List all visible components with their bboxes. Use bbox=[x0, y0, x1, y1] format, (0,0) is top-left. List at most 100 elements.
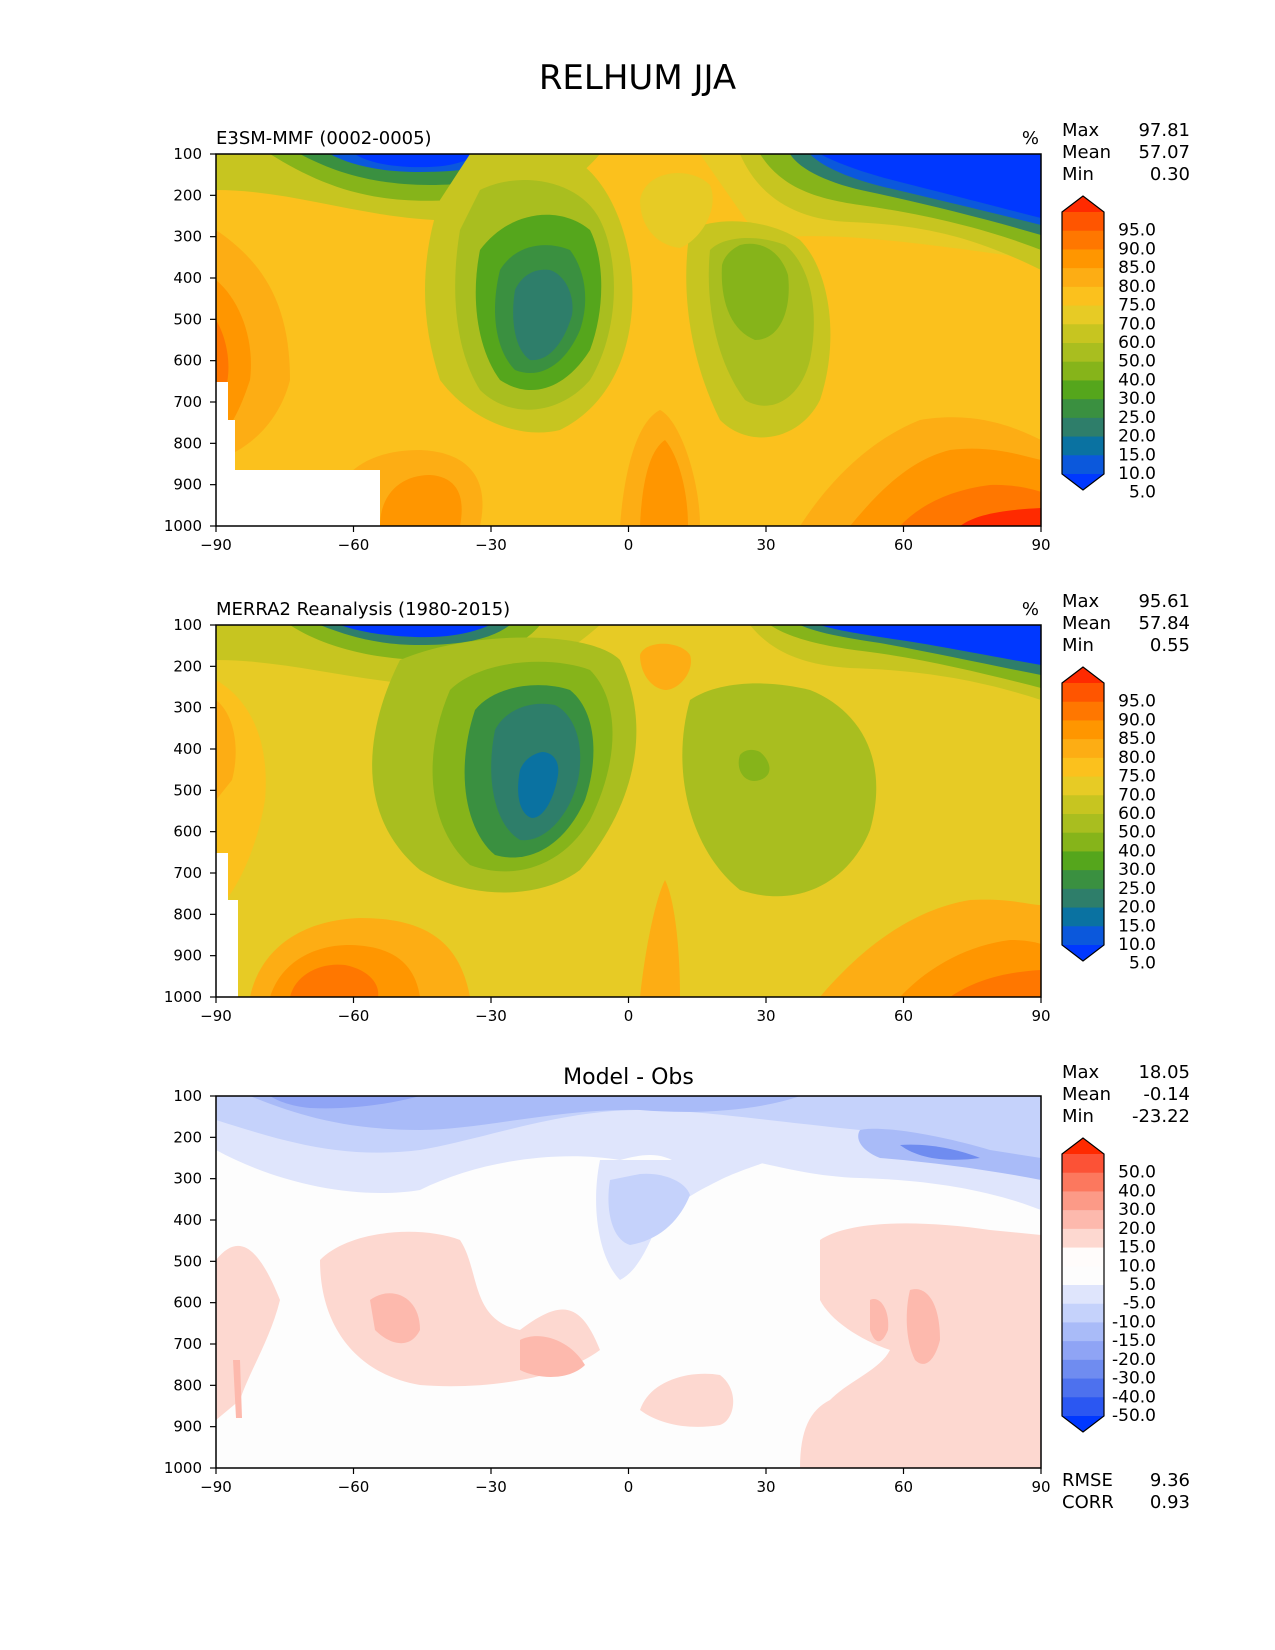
model-y-tick-label: 500 bbox=[173, 310, 202, 328]
diff-colorbar-label: 50.0 bbox=[1118, 1163, 1156, 1183]
diff-stat-value: 18.05 bbox=[1138, 1062, 1190, 1083]
model-units: % bbox=[1022, 128, 1039, 149]
obs-y-tick-label: 400 bbox=[173, 740, 202, 758]
model-y-tick-label: 800 bbox=[173, 434, 202, 452]
obs-x-tick-label: 0 bbox=[624, 1007, 634, 1025]
obs-y-tick-label: 600 bbox=[173, 823, 202, 841]
obs-colorbar-segment bbox=[1062, 757, 1104, 778]
model-colorbar-segment bbox=[1062, 230, 1104, 250]
diff-score-label: RMSE bbox=[1062, 1470, 1113, 1491]
diff-colorbar-segment bbox=[1062, 1172, 1104, 1192]
obs-x-tick-label: −30 bbox=[475, 1007, 507, 1025]
obs-colorbar-segment bbox=[1062, 870, 1104, 890]
obs-y-tick-label: 900 bbox=[173, 947, 202, 965]
obs-colorbar-label: 5.0 bbox=[1129, 954, 1156, 974]
diff-colorbar-segment bbox=[1062, 1154, 1104, 1174]
diff-colorbar-segment bbox=[1062, 1285, 1104, 1305]
diff-colorbar-segment bbox=[1062, 1191, 1104, 1211]
obs-x-tick-label: 60 bbox=[894, 1007, 913, 1025]
obs-colorbar-label: 75.0 bbox=[1118, 767, 1156, 787]
obs-title: MERRA2 Reanalysis (1980-2015) bbox=[216, 599, 510, 620]
obs-y-tick-label: 700 bbox=[173, 864, 202, 882]
obs-x-tick-label: 90 bbox=[1031, 1007, 1050, 1025]
diff-colorbar-segment bbox=[1062, 1266, 1104, 1286]
diff-colorbar-segment bbox=[1062, 1341, 1104, 1361]
diff-y-tick-label: 300 bbox=[173, 1170, 202, 1188]
obs-colorbar-segment bbox=[1062, 720, 1104, 740]
model-colorbar-label: 75.0 bbox=[1118, 296, 1156, 316]
obs-colorbar-max-triangle bbox=[1062, 667, 1104, 683]
diff-colorbar-label: 15.0 bbox=[1118, 1238, 1156, 1258]
obs-y-tick-label: 800 bbox=[173, 905, 202, 923]
model-colorbar-segment bbox=[1062, 343, 1104, 363]
model-colorbar-segment bbox=[1062, 436, 1104, 456]
obs-colorbar-label: 30.0 bbox=[1118, 860, 1156, 880]
obs-colorbar-label: 60.0 bbox=[1118, 804, 1156, 824]
model-stat-value: 97.81 bbox=[1138, 120, 1190, 141]
model-stat-value: 57.07 bbox=[1138, 142, 1190, 163]
obs-stat-value: 57.84 bbox=[1138, 613, 1190, 634]
diff-score-value: 0.93 bbox=[1150, 1492, 1190, 1513]
obs-y-tick-label: 300 bbox=[173, 699, 202, 717]
obs-colorbar-label: 85.0 bbox=[1118, 729, 1156, 749]
model-y-tick-label: 100 bbox=[173, 145, 202, 163]
diff-colorbar-label: -30.0 bbox=[1112, 1369, 1156, 1389]
diff-y-tick-label: 400 bbox=[173, 1211, 202, 1229]
diff-title: Model - Obs bbox=[563, 1065, 694, 1090]
diff-colorbar-segment bbox=[1062, 1322, 1104, 1342]
diff-y-tick-label: 1000 bbox=[164, 1459, 202, 1477]
diff-y-tick-label: 900 bbox=[173, 1418, 202, 1436]
diff-y-tick-label: 600 bbox=[173, 1294, 202, 1312]
diff-colorbar-segment bbox=[1062, 1397, 1104, 1417]
diff-stat-value: -0.14 bbox=[1143, 1084, 1190, 1105]
obs-x-tick-label: −90 bbox=[200, 1007, 232, 1025]
diff-colorbar-segment bbox=[1062, 1228, 1104, 1249]
diff-colorbar-label: 5.0 bbox=[1129, 1275, 1156, 1295]
obs-stat-label: Max bbox=[1062, 591, 1100, 612]
diff-colorbar-min-triangle bbox=[1062, 1416, 1104, 1432]
model-y-tick-label: 200 bbox=[173, 186, 202, 204]
obs-colorbar-segment bbox=[1062, 683, 1104, 703]
obs-colorbar-segment bbox=[1062, 814, 1104, 834]
obs-colorbar-label: 70.0 bbox=[1118, 785, 1156, 805]
model-colorbar-segment bbox=[1062, 286, 1104, 307]
diff-y-tick-label: 200 bbox=[173, 1128, 202, 1146]
obs-colorbar-label: 50.0 bbox=[1118, 823, 1156, 843]
obs-stat-label: Min bbox=[1062, 635, 1094, 656]
diff-contour-field bbox=[216, 1096, 1041, 1468]
model-x-tick-label: 0 bbox=[624, 536, 634, 554]
diff-colorbar-label: 30.0 bbox=[1118, 1200, 1156, 1220]
diff-colorbar-label: -20.0 bbox=[1112, 1350, 1156, 1370]
obs-x-tick-label: −60 bbox=[338, 1007, 370, 1025]
diff-colorbar-label: 20.0 bbox=[1118, 1219, 1156, 1239]
diff-colorbar-segment bbox=[1062, 1378, 1104, 1398]
obs-y-tick-label: 100 bbox=[173, 616, 202, 634]
obs-colorbar-segment bbox=[1062, 926, 1104, 946]
model-colorbar-label: 95.0 bbox=[1118, 221, 1156, 241]
diff-x-tick-label: −60 bbox=[338, 1478, 370, 1496]
obs-y-tick-label: 500 bbox=[173, 781, 202, 799]
diff-score-value: 9.36 bbox=[1150, 1470, 1190, 1491]
model-colorbar-label: 80.0 bbox=[1118, 277, 1156, 297]
obs-colorbar-segment bbox=[1062, 739, 1104, 759]
model-colorbar-label: 5.0 bbox=[1129, 483, 1156, 503]
obs-y-tick-label: 1000 bbox=[164, 988, 202, 1006]
obs-colorbar-label: 20.0 bbox=[1118, 898, 1156, 918]
diff-y-tick-label: 800 bbox=[173, 1376, 202, 1394]
obs-colorbar-min-triangle bbox=[1062, 945, 1104, 961]
obs-y-tick-label: 200 bbox=[173, 657, 202, 675]
model-y-tick-label: 900 bbox=[173, 476, 202, 494]
diff-colorbar-label: -15.0 bbox=[1112, 1331, 1156, 1351]
obs-colorbar-segment bbox=[1062, 795, 1104, 815]
model-y-tick-label: 400 bbox=[173, 269, 202, 287]
model-colorbar-label: 70.0 bbox=[1118, 314, 1156, 334]
panel-model bbox=[215, 153, 1042, 527]
diff-y-tick-label: 700 bbox=[173, 1335, 202, 1353]
obs-x-tick-label: 30 bbox=[756, 1007, 775, 1025]
obs-colorbar-label: 40.0 bbox=[1118, 841, 1156, 861]
obs-colorbar-label: 15.0 bbox=[1118, 916, 1156, 936]
model-colorbar-segment bbox=[1062, 399, 1104, 419]
diff-colorbar-frame bbox=[1061, 1137, 1105, 1433]
diff-x-tick-label: −90 bbox=[200, 1478, 232, 1496]
obs-colorbar-label: 95.0 bbox=[1118, 692, 1156, 712]
